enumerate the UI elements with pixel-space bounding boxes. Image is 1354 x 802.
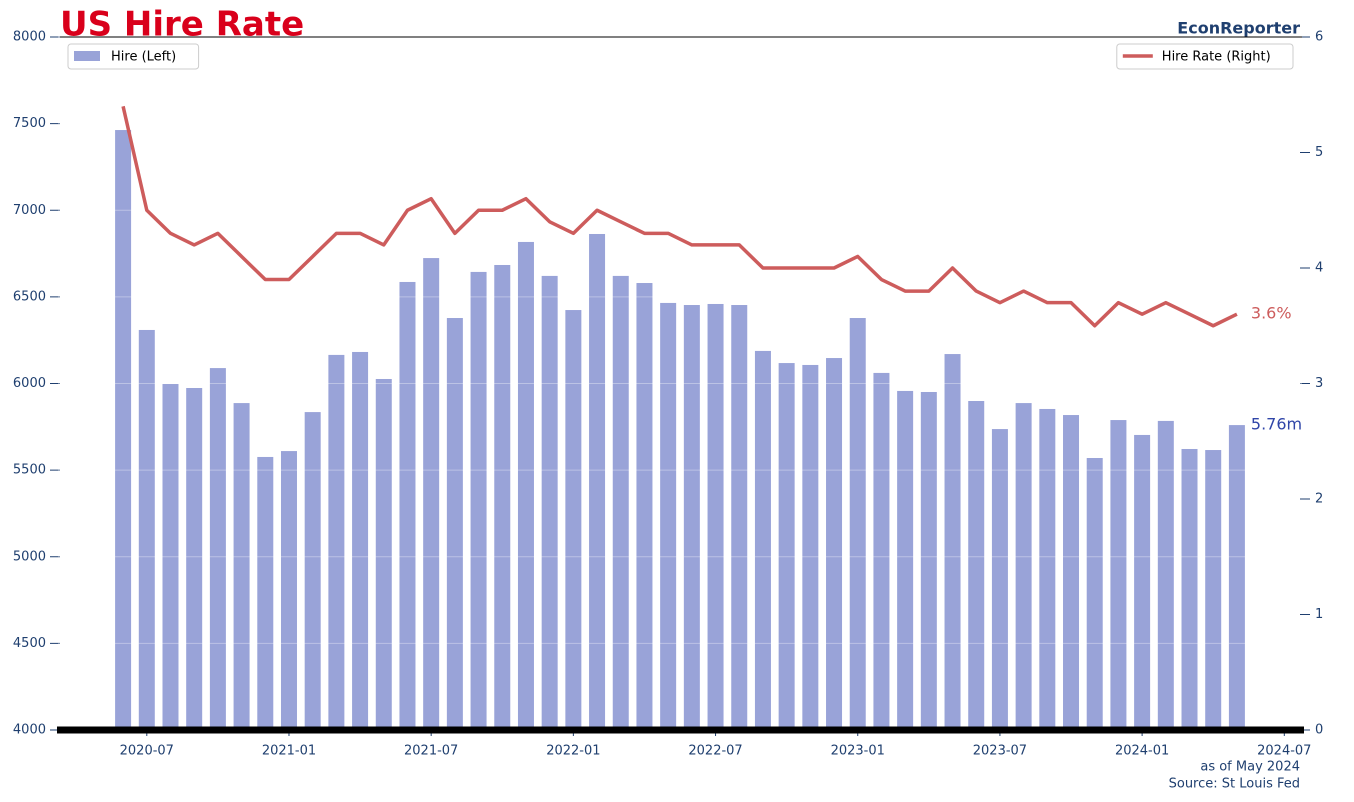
brand: EconReporter (1177, 19, 1300, 38)
bar (446, 318, 463, 730)
bar (1110, 420, 1127, 730)
y-tick-label: 7000 (13, 203, 46, 218)
bar (470, 271, 487, 730)
bar (494, 264, 511, 730)
bar (849, 318, 866, 730)
x-tick-label: 2022-01 (546, 744, 600, 759)
bar (541, 275, 558, 730)
y-tick-label: 8000 (13, 30, 46, 45)
bar (565, 310, 582, 730)
bar (517, 241, 534, 730)
chart-title: US Hire Rate (60, 5, 304, 45)
y2-tick-label: 2 (1315, 492, 1323, 507)
bar (707, 303, 724, 730)
y-tick-label: 7500 (13, 116, 46, 131)
bar (209, 368, 226, 730)
x-tick-label: 2020-07 (120, 744, 174, 759)
bar (991, 429, 1008, 730)
bar (1228, 425, 1245, 730)
bar (897, 390, 914, 730)
x-tick-label: 2024-07 (1257, 744, 1311, 759)
bar (636, 283, 653, 730)
legend-label: Hire (Left) (111, 50, 176, 65)
y2-tick-label: 4 (1315, 261, 1323, 276)
bar (1205, 450, 1222, 730)
y2-tick-label: 1 (1315, 607, 1323, 622)
bar (115, 130, 132, 730)
x-tick-label: 2021-07 (404, 744, 458, 759)
x-tick-label: 2024-01 (1115, 744, 1169, 759)
line (121, 105, 1238, 328)
bar (589, 233, 606, 731)
bar (660, 302, 677, 730)
bar (304, 412, 321, 730)
bar (754, 350, 771, 730)
bar (1181, 448, 1198, 730)
bar (352, 351, 369, 730)
x-tick-label: 2021-01 (262, 744, 316, 759)
bar (944, 354, 961, 730)
legend-swatch (74, 51, 100, 61)
bar (873, 372, 890, 730)
bar (138, 329, 155, 730)
bar (731, 305, 748, 730)
bar (423, 258, 440, 730)
footnote: Source: St Louis Fed (1169, 777, 1300, 792)
legend-box (67, 43, 200, 70)
bar (375, 378, 392, 730)
bar (257, 456, 274, 730)
bar (233, 403, 250, 730)
y-tick-label: 6500 (13, 289, 46, 304)
bar (1039, 408, 1056, 730)
y-tick-label: 5500 (13, 463, 46, 478)
y-tick-label: 4000 (13, 723, 46, 738)
x-tick-label: 2023-07 (973, 744, 1027, 759)
bar (683, 305, 700, 730)
x-tick-label: 2022-07 (688, 744, 742, 759)
y2-tick-label: 0 (1315, 723, 1323, 738)
bar (802, 364, 819, 730)
bar (280, 451, 297, 730)
y-tick-label: 6000 (13, 376, 46, 391)
end-label: 5.76m (1251, 415, 1302, 434)
bar (186, 388, 203, 730)
bar (612, 275, 629, 730)
bar (778, 363, 795, 730)
bar (1063, 415, 1080, 730)
bar (328, 354, 345, 730)
end-label: 3.6% (1251, 304, 1292, 323)
bar (826, 358, 843, 730)
y2-tick-label: 5 (1315, 145, 1323, 160)
bar (1134, 434, 1151, 730)
bar (399, 281, 416, 730)
y-tick-label: 5000 (13, 549, 46, 564)
bar (968, 400, 985, 730)
y-tick-label: 4500 (13, 636, 46, 651)
bar (1015, 403, 1032, 730)
bar (162, 384, 179, 730)
bar (1086, 457, 1103, 730)
legend-box (1116, 43, 1294, 70)
bar (1157, 420, 1174, 730)
footnote: as of May 2024 (1200, 760, 1300, 775)
legend-label: Hire Rate (Right) (1162, 50, 1271, 65)
x-tick-label: 2023-01 (831, 744, 885, 759)
y2-tick-label: 3 (1315, 376, 1323, 391)
bar (920, 391, 937, 730)
y2-tick-label: 6 (1315, 30, 1323, 45)
